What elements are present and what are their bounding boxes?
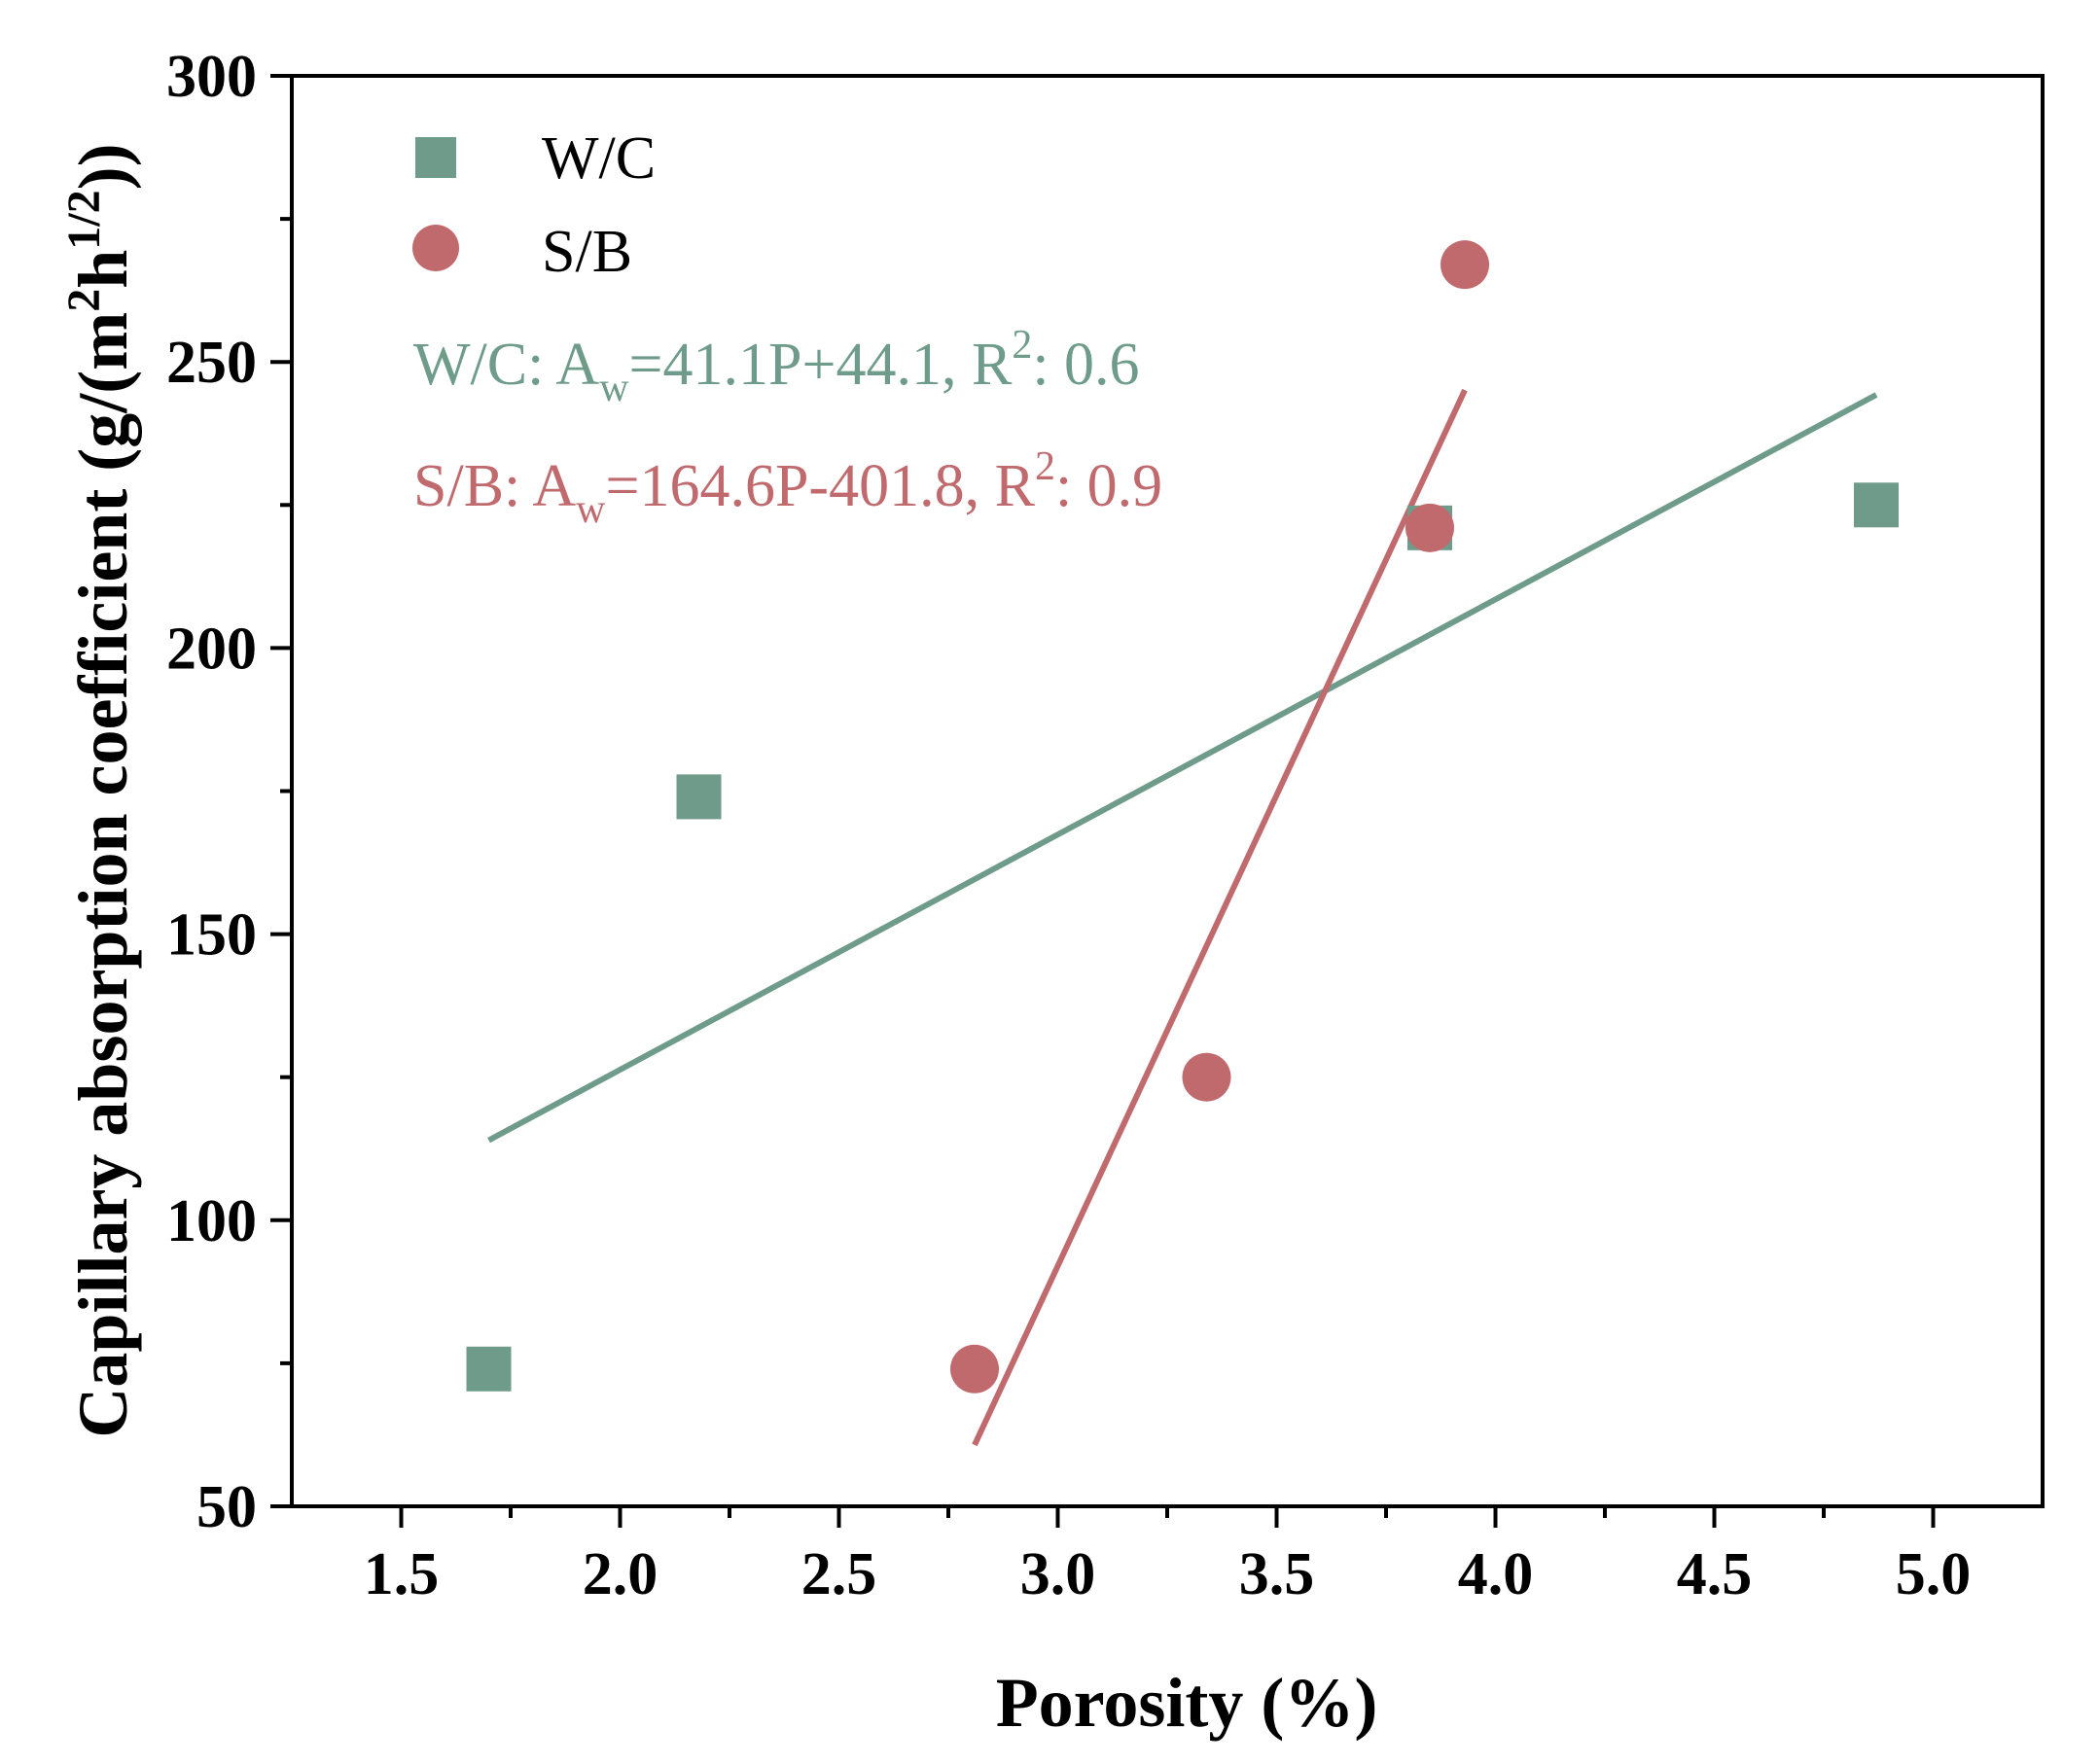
y-tick-label: 100 [166,1188,257,1254]
fit-line-sb [972,388,1468,1447]
equation-sb: S/B: Aw=164.6P-401.8, R2: 0.9 [413,444,1162,532]
point-wc [466,1346,512,1392]
data-points [466,240,1899,1394]
x-tick-label: 4.5 [1677,1541,1753,1607]
x-tick-label: 1.5 [364,1541,440,1607]
legend-marker-wc [415,137,456,178]
tick-labels: 1.5 2.0 2.5 3.0 3.5 4.0 4.5 5.0 50 100 150 200 250 30… [166,44,1971,1607]
y-tick-label: 300 [166,44,257,110]
legend-label-wc: W/C [542,125,656,192]
equation-wc: W/C: Aw=41.1P+44.1, R2: 0.6 [413,323,1140,410]
x-tick-label: 5.0 [1896,1541,1972,1607]
x-tick-label: 3.0 [1020,1541,1096,1607]
axis-ticks [270,74,1936,1528]
point-sb [1182,1052,1231,1102]
legend-label-sb: S/B [542,219,632,285]
y-tick-label: 250 [166,330,257,396]
y-axis-title: Capillary absorption coefficient (g/(m2h… [58,143,142,1437]
legend-marker-sb [412,225,459,271]
point-sb [950,1344,999,1394]
x-tick-label: 3.5 [1239,1541,1315,1607]
fit-lines [487,388,1878,1447]
x-tick-label: 2.5 [801,1541,877,1607]
plot-frame [290,74,2045,1508]
y-tick-label: 150 [166,902,257,969]
point-sb [1441,240,1489,290]
y-tick-label: 50 [196,1474,257,1540]
x-tick-label: 2.0 [583,1541,658,1607]
fit-line-wc [487,392,1878,1144]
legend: W/C S/B [412,125,656,285]
point-wc [1854,482,1899,528]
x-tick-label: 4.0 [1458,1541,1534,1607]
y-tick-label: 200 [166,616,257,682]
x-axis-title: Porosity (%) [996,1664,1378,1742]
point-sb [1405,503,1454,552]
point-wc [676,774,722,820]
